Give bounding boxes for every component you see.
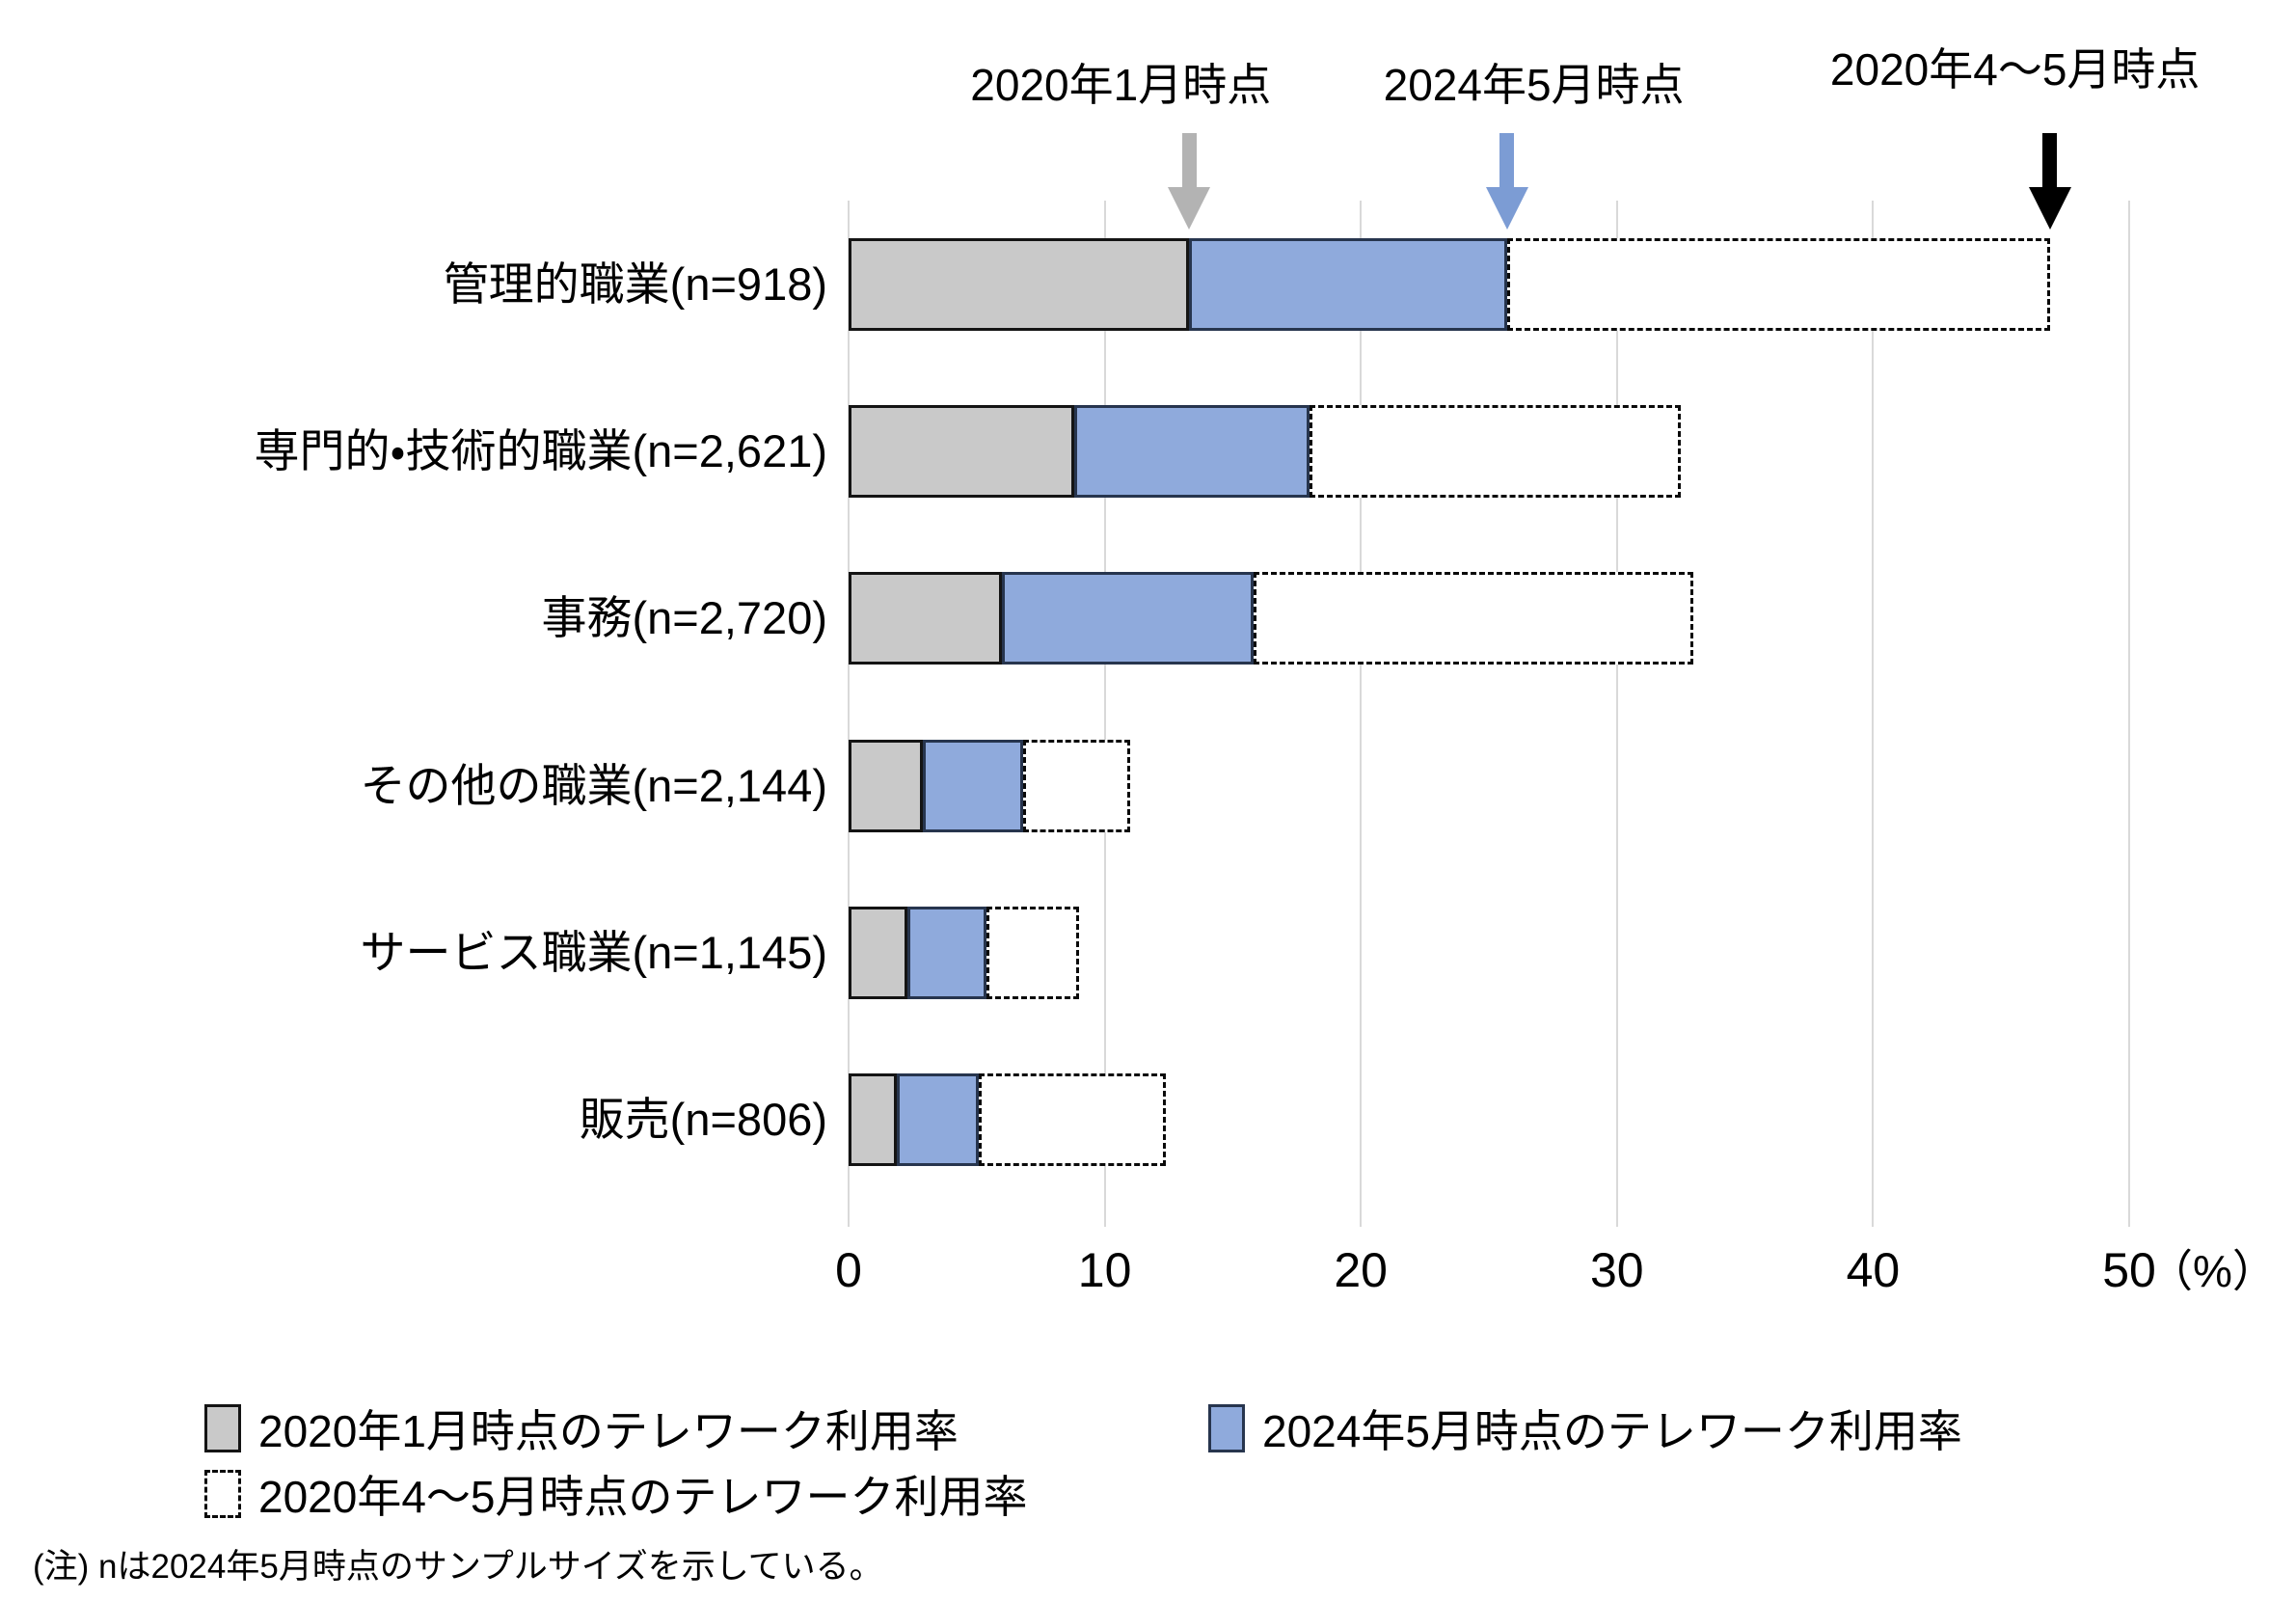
bar-6-series-3 xyxy=(979,1073,1167,1167)
legend-label-1: 2020年1月時点のテレワーク利用率 xyxy=(258,1406,959,1456)
bar-4-series-2 xyxy=(923,739,1023,832)
gridline-10 xyxy=(1103,201,1106,1227)
down-arrow-icon-blue xyxy=(1485,133,1528,230)
bar-2-series-2 xyxy=(1073,405,1310,498)
bar-2-series-1 xyxy=(849,405,1074,498)
bar-1-series-1 xyxy=(849,237,1190,331)
x-tick-40: 40 xyxy=(1846,1243,1901,1297)
gridline-50 xyxy=(2128,201,2130,1227)
gridline-30 xyxy=(1615,201,1618,1227)
gridline-0 xyxy=(848,201,850,1227)
bar-3-series-1 xyxy=(849,572,1003,665)
annotation-label-3: 2020年4〜5月時点 xyxy=(1829,44,2201,95)
legend-item-1: 2020年1月時点のテレワーク利用率 xyxy=(204,1397,959,1460)
bar-6-series-2 xyxy=(897,1073,980,1167)
legend-swatch-blue-icon xyxy=(1208,1404,1245,1452)
bar-4-series-3 xyxy=(1022,739,1131,832)
category-label-3: 事務(n=2,720) xyxy=(541,592,827,644)
category-label-1: 管理的職業(n=918) xyxy=(443,258,827,310)
x-tick-10: 10 xyxy=(1077,1243,1132,1297)
bar-5-series-2 xyxy=(907,907,987,999)
down-arrow-icon-black xyxy=(2028,133,2071,230)
footnote: (注) nは2024年5月時点のサンプルサイズを示している。 xyxy=(33,1548,883,1586)
bar-5-series-1 xyxy=(849,907,908,999)
bar-1-series-3 xyxy=(1506,237,2050,331)
x-tick-0: 0 xyxy=(835,1243,862,1297)
legend-swatch-dash-icon xyxy=(204,1470,241,1518)
bar-5-series-3 xyxy=(986,907,1080,999)
x-tick-20: 20 xyxy=(1334,1243,1388,1297)
bar-3-series-2 xyxy=(1002,572,1254,665)
bar-6-series-1 xyxy=(849,1073,898,1167)
legend-label-3: 2020年4〜5月時点のテレワーク利用率 xyxy=(258,1472,1028,1522)
gridline-20 xyxy=(1360,201,1363,1227)
x-tick-30: 30 xyxy=(1589,1243,1644,1297)
down-arrow-icon-gray xyxy=(1168,133,1211,230)
plot-area xyxy=(848,201,2130,1227)
bar-3-series-3 xyxy=(1253,572,1694,665)
annotation-label-2: 2024年5月時点 xyxy=(1383,60,1685,110)
bar-1-series-2 xyxy=(1189,237,1507,331)
gridline-40 xyxy=(1872,201,1875,1227)
legend-swatch-gray-icon xyxy=(204,1404,241,1452)
legend-label-2: 2024年5月時点のテレワーク利用率 xyxy=(1262,1406,1962,1456)
annotation-label-1: 2020年1月時点 xyxy=(970,60,1272,110)
bar-4-series-1 xyxy=(849,739,924,832)
category-label-5: サービス職業(n=1,145) xyxy=(360,927,827,978)
category-label-6: 販売(n=806) xyxy=(579,1094,827,1146)
category-label-4: その他の職業(n=2,144) xyxy=(360,759,827,811)
bar-2-series-3 xyxy=(1310,405,1682,498)
legend-item-3: 2020年4〜5月時点のテレワーク利用率 xyxy=(204,1462,1028,1526)
legend-item-2: 2024年5月時点のテレワーク利用率 xyxy=(1208,1397,1962,1460)
category-label-2: 専門的・技術的職業(n=2,621) xyxy=(254,425,827,476)
x-tick-50: 50 xyxy=(2102,1243,2156,1297)
axis-unit-label: （%） xyxy=(2148,1246,2277,1296)
